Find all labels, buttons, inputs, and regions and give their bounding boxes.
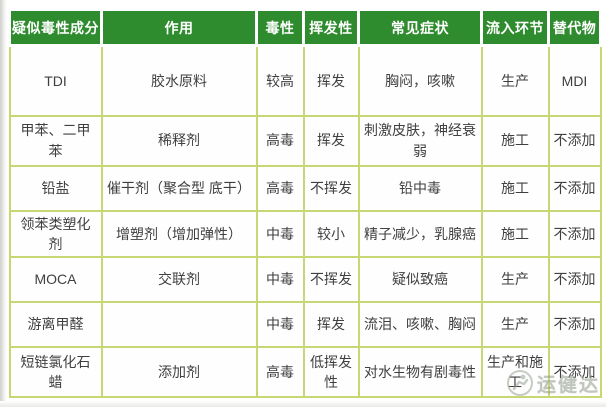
header-cell-function: 作用 — [100, 8, 258, 47]
cell-volatility: 挥发 — [302, 301, 360, 349]
cell-function: 交联剂 — [100, 256, 258, 304]
cell-symptoms: 精子减少，乳腺癌 — [357, 209, 483, 259]
cell-volatility: 较小 — [302, 209, 360, 259]
cell-ingredient: 领苯类塑化剂 — [8, 209, 103, 259]
table-row-chlorinated-paraffin: 短链氯化石蜡 添加剂 高毒 低挥发性 对水生物有剧毒性 生产和施工 不添加 — [8, 346, 602, 399]
table-row-tdi: TDI 胶水原料 较高 挥发 胸闷，咳嗽 生产 MDI — [8, 44, 602, 117]
cell-volatility: 不挥发 — [302, 164, 360, 212]
cell-toxicity: 中毒 — [255, 209, 305, 259]
cell-function: 增塑剂（增加弹性） — [100, 209, 258, 259]
cell-symptoms: 流泪、咳嗽、胸闷 — [357, 301, 483, 349]
cell-toxicity: 较高 — [255, 44, 305, 117]
cell-stage: 生产 — [480, 301, 550, 349]
cell-substitute: 不添加 — [547, 209, 602, 259]
header-row: 疑似毒性成分 作用 毒性 挥发性 常见症状 流入环节 替代物 — [8, 8, 602, 47]
cell-substitute: 不添加 — [547, 164, 602, 212]
cell-symptoms: 疑似致癌 — [357, 256, 483, 304]
cell-ingredient: 游离甲醛 — [8, 301, 103, 349]
cell-substitute: 不添加 — [547, 256, 602, 304]
cell-toxicity: 高毒 — [255, 346, 305, 399]
header-cell-toxicity: 毒性 — [255, 8, 305, 47]
cell-substitute: MDI — [547, 44, 602, 117]
table-row-formaldehyde: 游离甲醛 中毒 挥发 流泪、咳嗽、胸闷 生产 不添加 — [8, 301, 602, 349]
cell-toxicity: 高毒 — [255, 164, 305, 212]
cell-volatility: 低挥发性 — [302, 346, 360, 399]
bottom-edge-shadow — [0, 401, 606, 407]
cell-toxicity: 中毒 — [255, 301, 305, 349]
cell-stage: 生产 — [480, 256, 550, 304]
cell-toxicity: 高毒 — [255, 114, 305, 167]
cell-ingredient: TDI — [8, 44, 103, 117]
cell-stage: 施工 — [480, 114, 550, 167]
cell-substitute: 不添加 — [547, 301, 602, 349]
cell-ingredient: 铅盐 — [8, 164, 103, 212]
header-cell-substitute: 替代物 — [547, 8, 602, 47]
table-row-phthalates: 领苯类塑化剂 增塑剂（增加弹性） 中毒 较小 精子减少，乳腺癌 施工 不添加 — [8, 209, 602, 259]
table-row-toluene: 甲苯、二甲苯 稀释剂 高毒 挥发 刺激皮肤，神经衰弱 施工 不添加 — [8, 114, 602, 167]
cell-function: 稀释剂 — [100, 114, 258, 167]
cell-function: 催干剂（聚合型 底干） — [100, 164, 258, 212]
cell-ingredient: MOCA — [8, 256, 103, 304]
cell-stage: 生产 — [480, 44, 550, 117]
cell-symptoms: 刺激皮肤，神经衰弱 — [357, 114, 483, 167]
cell-function: 添加剂 — [100, 346, 258, 399]
cell-symptoms: 胸闷，咳嗽 — [357, 44, 483, 117]
cell-stage: 施工 — [480, 164, 550, 212]
cell-symptoms: 铅中毒 — [357, 164, 483, 212]
left-edge-shadow — [0, 0, 7, 407]
header-cell-ingredient: 疑似毒性成分 — [8, 8, 103, 47]
cell-symptoms: 对水生物有剧毒性 — [357, 346, 483, 399]
header-cell-symptoms: 常见症状 — [357, 8, 483, 47]
header-cell-stage: 流入环节 — [480, 8, 550, 47]
cell-substitute: 不添加 — [547, 114, 602, 167]
cell-volatility: 不挥发 — [302, 256, 360, 304]
cell-toxicity: 中毒 — [255, 256, 305, 304]
cell-function — [100, 301, 258, 349]
toxic-ingredients-table: 疑似毒性成分 作用 毒性 挥发性 常见症状 流入环节 替代物 TDI 胶水原料 … — [8, 8, 602, 399]
table-row-lead-salt: 铅盐 催干剂（聚合型 底干） 高毒 不挥发 铅中毒 施工 不添加 — [8, 164, 602, 212]
table-row-moca: MOCA 交联剂 中毒 不挥发 疑似致癌 生产 不添加 — [8, 256, 602, 304]
cell-volatility: 挥发 — [302, 44, 360, 117]
cell-substitute: 不添加 — [547, 346, 602, 399]
cell-volatility: 挥发 — [302, 114, 360, 167]
cell-ingredient: 甲苯、二甲苯 — [8, 114, 103, 167]
cell-function: 胶水原料 — [100, 44, 258, 117]
cell-stage: 施工 — [480, 209, 550, 259]
cell-ingredient: 短链氯化石蜡 — [8, 346, 103, 399]
cell-stage: 生产和施工 — [480, 346, 550, 399]
header-cell-volatility: 挥发性 — [302, 8, 360, 47]
